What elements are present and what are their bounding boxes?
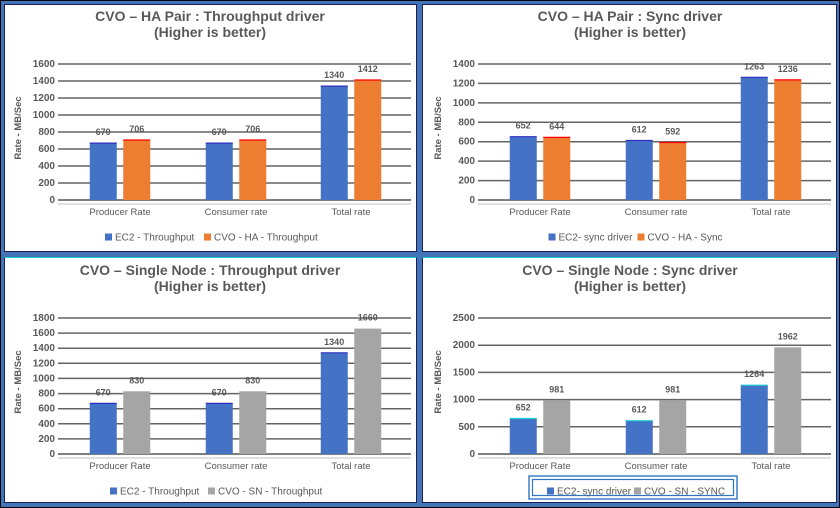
svg-text:1200: 1200	[33, 93, 56, 104]
svg-text:800: 800	[38, 127, 55, 138]
svg-text:0: 0	[49, 449, 55, 460]
svg-text:670: 670	[212, 127, 227, 137]
svg-text:600: 600	[38, 404, 55, 415]
svg-text:981: 981	[549, 385, 564, 395]
svg-text:(Higher is better): (Higher is better)	[154, 24, 266, 40]
svg-text:1000: 1000	[33, 373, 56, 384]
svg-text:1000: 1000	[453, 395, 476, 406]
svg-text:(Higher is better): (Higher is better)	[154, 278, 266, 294]
svg-text:Consumer rate: Consumer rate	[625, 461, 688, 472]
svg-text:Producer Rate: Producer Rate	[509, 207, 570, 218]
svg-text:EC2- sync driver: EC2- sync driver	[557, 487, 632, 498]
svg-text:CVO - HA - Throughput: CVO - HA - Throughput	[214, 233, 318, 244]
svg-text:0: 0	[469, 449, 475, 460]
svg-text:612: 612	[632, 405, 647, 415]
svg-text:Consumer rate: Consumer rate	[205, 461, 268, 472]
svg-text:1400: 1400	[33, 343, 56, 354]
svg-text:670: 670	[96, 387, 111, 397]
svg-text:1600: 1600	[33, 328, 56, 339]
svg-text:1400: 1400	[453, 59, 476, 70]
svg-text:706: 706	[129, 124, 144, 134]
svg-text:600: 600	[38, 144, 55, 155]
svg-text:2500: 2500	[453, 313, 476, 324]
svg-text:800: 800	[458, 117, 475, 128]
svg-text:830: 830	[129, 375, 144, 385]
svg-text:1000: 1000	[33, 110, 56, 121]
svg-text:Producer Rate: Producer Rate	[89, 461, 150, 472]
svg-text:2000: 2000	[453, 340, 476, 351]
svg-text:Producer Rate: Producer Rate	[509, 461, 570, 472]
svg-text:1340: 1340	[324, 70, 344, 80]
svg-text:652: 652	[516, 403, 531, 413]
svg-text:500: 500	[458, 422, 475, 433]
svg-text:0: 0	[469, 195, 475, 206]
svg-text:EC2- sync driver: EC2- sync driver	[559, 233, 634, 244]
svg-text:670: 670	[96, 127, 111, 137]
svg-text:1340: 1340	[324, 337, 344, 347]
svg-text:612: 612	[632, 125, 647, 135]
svg-text:(Higher is better): (Higher is better)	[574, 278, 686, 294]
svg-text:1263: 1263	[744, 61, 764, 71]
svg-text:400: 400	[458, 156, 475, 167]
svg-text:1236: 1236	[778, 64, 798, 74]
svg-text:Rate - MB/Sec: Rate - MB/Sec	[433, 350, 444, 413]
svg-text:Consumer rate: Consumer rate	[625, 207, 688, 218]
svg-text:644: 644	[549, 121, 564, 131]
svg-text:EC2 - Throughput: EC2 - Throughput	[120, 487, 200, 498]
svg-text:706: 706	[245, 124, 260, 134]
svg-text:1660: 1660	[358, 313, 378, 323]
svg-text:200: 200	[458, 176, 475, 187]
svg-text:592: 592	[665, 127, 680, 137]
svg-text:1412: 1412	[358, 64, 378, 74]
svg-text:670: 670	[212, 387, 227, 397]
svg-text:1200: 1200	[33, 358, 56, 369]
svg-text:Rate - MB/Sec: Rate - MB/Sec	[433, 96, 444, 159]
svg-text:CVO – Single Node : Throughput: CVO – Single Node : Throughput driver	[80, 262, 341, 278]
svg-text:Rate - MB/Sec: Rate - MB/Sec	[13, 96, 24, 159]
svg-text:400: 400	[38, 419, 55, 430]
svg-text:1962: 1962	[778, 331, 798, 341]
svg-text:0: 0	[49, 195, 55, 206]
svg-text:CVO - SN - SYNC: CVO - SN - SYNC	[644, 487, 725, 498]
svg-text:CVO – HA Pair : Sync driver: CVO – HA Pair : Sync driver	[538, 8, 723, 24]
svg-text:200: 200	[38, 434, 55, 445]
svg-text:1200: 1200	[453, 78, 476, 89]
svg-text:1264: 1264	[744, 369, 764, 379]
svg-text:652: 652	[516, 121, 531, 131]
svg-text:600: 600	[458, 137, 475, 148]
svg-text:Producer Rate: Producer Rate	[89, 207, 150, 218]
svg-text:Total rate: Total rate	[751, 461, 790, 472]
svg-text:CVO - SN - Throughput: CVO - SN - Throughput	[218, 487, 323, 498]
svg-text:Total rate: Total rate	[331, 207, 370, 218]
svg-text:CVO – Single Node : Sync drive: CVO – Single Node : Sync driver	[522, 262, 738, 278]
svg-text:200: 200	[38, 178, 55, 189]
svg-text:CVO – HA Pair : Throughput dri: CVO – HA Pair : Throughput driver	[95, 8, 325, 24]
svg-text:EC2 - Throughput: EC2 - Throughput	[115, 233, 195, 244]
svg-text:800: 800	[38, 389, 55, 400]
svg-text:400: 400	[38, 161, 55, 172]
svg-text:981: 981	[665, 385, 680, 395]
svg-text:Total rate: Total rate	[751, 207, 790, 218]
svg-text:CVO - HA - Sync: CVO - HA - Sync	[648, 233, 723, 244]
svg-text:830: 830	[245, 375, 260, 385]
svg-text:1800: 1800	[33, 313, 56, 324]
svg-text:1500: 1500	[453, 367, 476, 378]
svg-text:1600: 1600	[33, 59, 56, 70]
svg-text:(Higher is better): (Higher is better)	[574, 24, 686, 40]
svg-text:1400: 1400	[33, 76, 56, 87]
svg-text:Consumer rate: Consumer rate	[205, 207, 268, 218]
svg-text:Rate - MB/Sec: Rate - MB/Sec	[13, 350, 24, 413]
svg-text:1000: 1000	[453, 98, 476, 109]
svg-text:Total rate: Total rate	[331, 461, 370, 472]
